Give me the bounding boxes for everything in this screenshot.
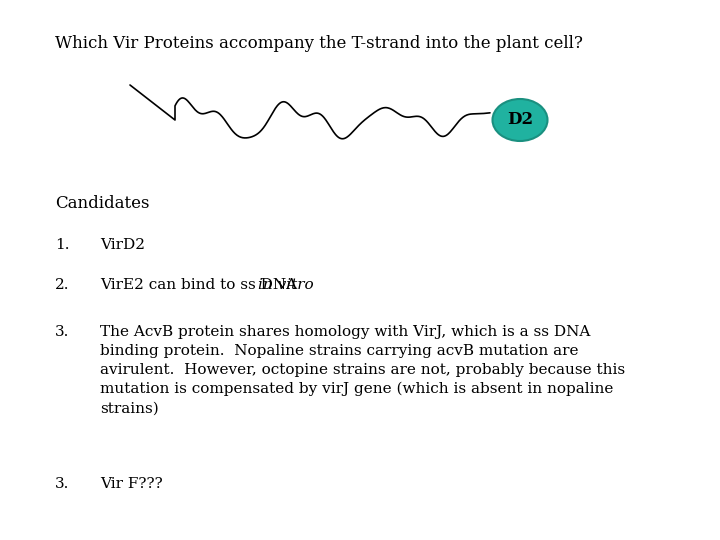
Text: 2.: 2. xyxy=(55,278,70,292)
Text: 3.: 3. xyxy=(55,325,69,339)
Text: 3.: 3. xyxy=(55,477,69,491)
Ellipse shape xyxy=(492,99,547,141)
Text: Which Vir Proteins accompany the T-strand into the plant cell?: Which Vir Proteins accompany the T-stran… xyxy=(55,35,583,52)
Text: VirE2 can bind to ss DNA: VirE2 can bind to ss DNA xyxy=(100,278,302,292)
Text: in vitro: in vitro xyxy=(258,278,314,292)
Text: Vir F???: Vir F??? xyxy=(100,477,163,491)
Text: D2: D2 xyxy=(507,111,533,127)
Text: The AcvB protein shares homology with VirJ, which is a ss DNA
binding protein.  : The AcvB protein shares homology with Vi… xyxy=(100,325,625,415)
Text: Candidates: Candidates xyxy=(55,195,150,212)
Text: 1.: 1. xyxy=(55,238,70,252)
Text: VirD2: VirD2 xyxy=(100,238,145,252)
